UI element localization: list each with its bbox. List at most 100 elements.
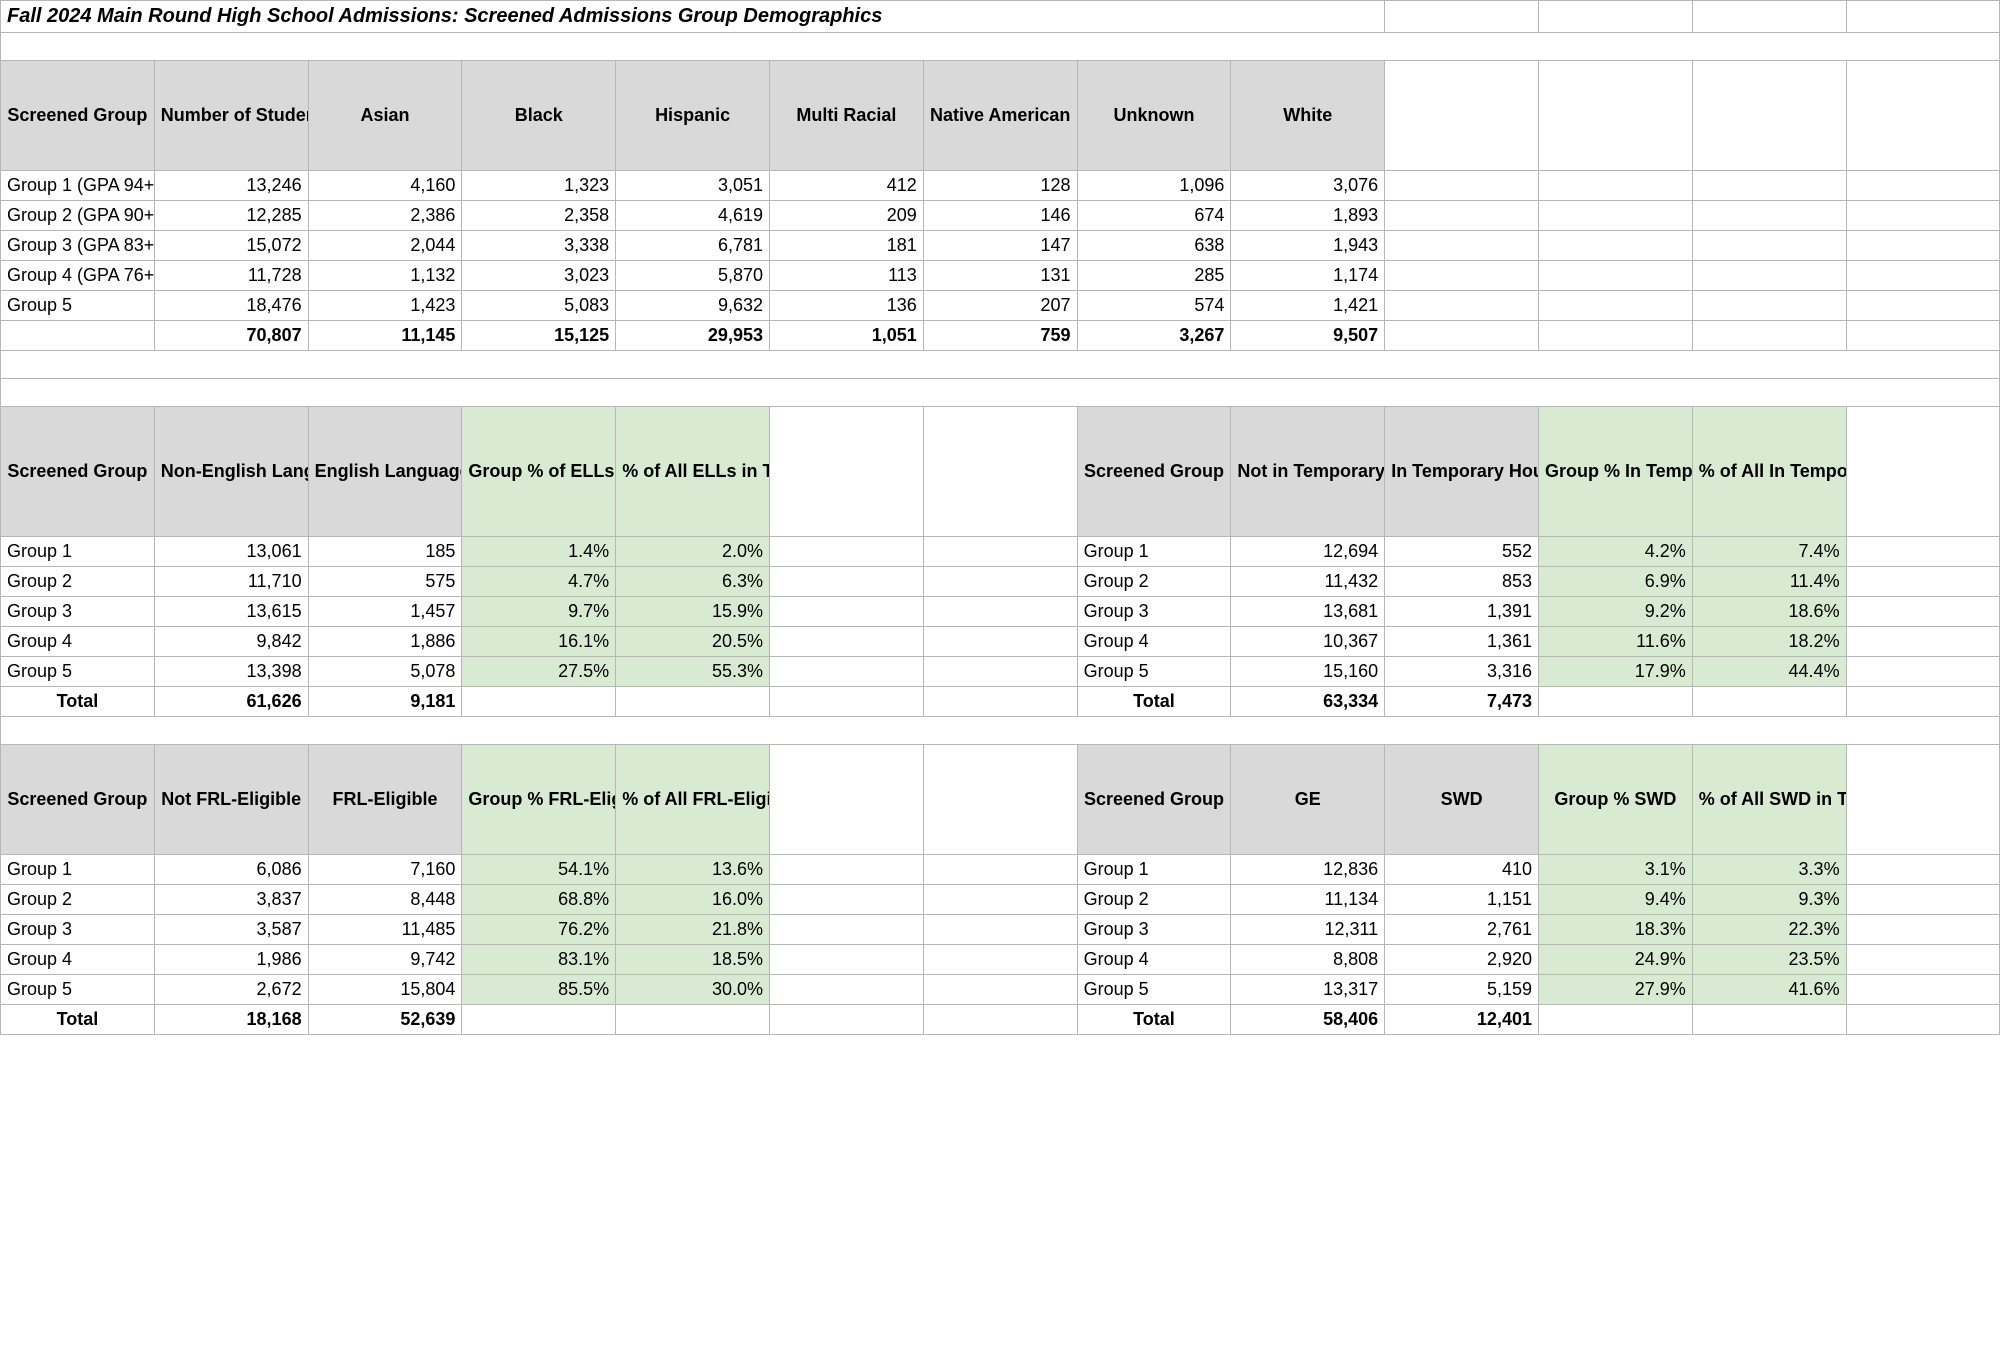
t3l-hdr-share: % of All FRL-Eligible in This Group [616,745,770,855]
cell: Group 4 [1077,945,1231,975]
blank-cell [923,855,1077,885]
cell: 2,672 [154,975,308,1005]
blank-cell [769,915,923,945]
blank-cell [1538,201,1692,231]
cell: 11.4% [1692,567,1846,597]
blank-cell [1846,1005,2000,1035]
blank-cell [923,597,1077,627]
blank-cell [1692,231,1846,261]
cell: 285 [1077,261,1231,291]
cell: 41.6% [1692,975,1846,1005]
cell: 3.1% [1538,855,1692,885]
blank-cell [462,687,616,717]
title-row: Fall 2024 Main Round High School Admissi… [1,1,2000,33]
table-row: Group 2 3,837 8,448 68.8% 16.0% Group 2 … [1,885,2000,915]
cell: Group 3 [1077,915,1231,945]
cell: 2.0% [616,537,770,567]
cell: 11,485 [308,915,462,945]
cell: 113 [769,261,923,291]
cell: 3.3% [1692,855,1846,885]
blank-cell [769,407,923,537]
cell: 9,181 [308,687,462,717]
cell: 52,639 [308,1005,462,1035]
blank-cell [1846,597,2000,627]
blank-cell [1385,291,1539,321]
cell: 76.2% [462,915,616,945]
cell: Group 3 [1,915,155,945]
t3r-hdr-swd: SWD [1385,745,1539,855]
cell: Total [1,687,155,717]
block3-total-row: Total 18,168 52,639 Total 58,406 12,401 [1,1005,2000,1035]
cell: 13,317 [1231,975,1385,1005]
t3r-hdr-ge: GE [1231,745,1385,855]
cell: 11,145 [308,321,462,351]
cell: Group 5 [1,291,155,321]
cell: 410 [1385,855,1539,885]
cell: 574 [1077,291,1231,321]
cell: 44.4% [1692,657,1846,687]
cell: 22.3% [1692,915,1846,945]
cell: 55.3% [616,657,770,687]
blank-cell [1846,567,2000,597]
table-row: Group 4 9,842 1,886 16.1% 20.5% Group 4 … [1,627,2000,657]
cell: Group 3 [1077,597,1231,627]
cell: 29,953 [616,321,770,351]
cell: 1,943 [1231,231,1385,261]
blank-cell [1692,61,1846,171]
blank-cell [1,321,155,351]
cell: 9,632 [616,291,770,321]
cell: 1,323 [462,171,616,201]
t1-hdr-multi: Multi Racial [769,61,923,171]
cell: 1,886 [308,627,462,657]
blank-cell [1385,1,1539,33]
blank-cell [923,567,1077,597]
t1-total-row: 70,807 11,145 15,125 29,953 1,051 759 3,… [1,321,2000,351]
blank-cell [769,885,923,915]
cell: 15.9% [616,597,770,627]
blank-cell [769,745,923,855]
t3l-hdr-notfrl: Not FRL-Eligible [154,745,308,855]
cell: 9,507 [1231,321,1385,351]
cell: 61,626 [154,687,308,717]
cell: 1,361 [1385,627,1539,657]
cell: 11,710 [154,567,308,597]
blank-cell [923,407,1077,537]
blank-cell [769,567,923,597]
blank-cell [1538,1005,1692,1035]
blank-cell [1846,231,2000,261]
table-row: Group 3 3,587 11,485 76.2% 21.8% Group 3… [1,915,2000,945]
cell: 853 [1385,567,1539,597]
blank-cell [1846,61,2000,171]
cell: 136 [769,291,923,321]
blank-cell [1846,855,2000,885]
t1-r1-label: Group 1 (GPA 94+) [1,171,155,201]
cell: 3,837 [154,885,308,915]
table-row: Group 1 13,061 185 1.4% 2.0% Group 1 12,… [1,537,2000,567]
cell: 209 [769,201,923,231]
t1-hdr-count: Number of Students in Screened Group [154,61,308,171]
cell: 13,246 [154,171,308,201]
cell: 1,421 [1231,291,1385,321]
blank-cell [616,1005,770,1035]
cell: Group 1 [1,855,155,885]
blank-cell [1538,321,1692,351]
cell: 5,159 [1385,975,1539,1005]
t1-hdr-native: Native American [923,61,1077,171]
t1-hdr-hisp: Hispanic [616,61,770,171]
cell: 8,448 [308,885,462,915]
cell: 9.4% [1538,885,1692,915]
spreadsheet-sheet: Fall 2024 Main Round High School Admissi… [0,0,2000,1035]
blank-cell [1846,885,2000,915]
spacer [1,33,2000,61]
t2l-hdr-share: % of All ELLs in This Group [616,407,770,537]
cell: 128 [923,171,1077,201]
spacer [1,379,2000,407]
cell: 70,807 [154,321,308,351]
cell: 6.9% [1538,567,1692,597]
blank-cell [1692,171,1846,201]
cell: 3,076 [1231,171,1385,201]
cell: 9,842 [154,627,308,657]
cell: 24.9% [1538,945,1692,975]
cell: 6,781 [616,231,770,261]
cell: 68.8% [462,885,616,915]
